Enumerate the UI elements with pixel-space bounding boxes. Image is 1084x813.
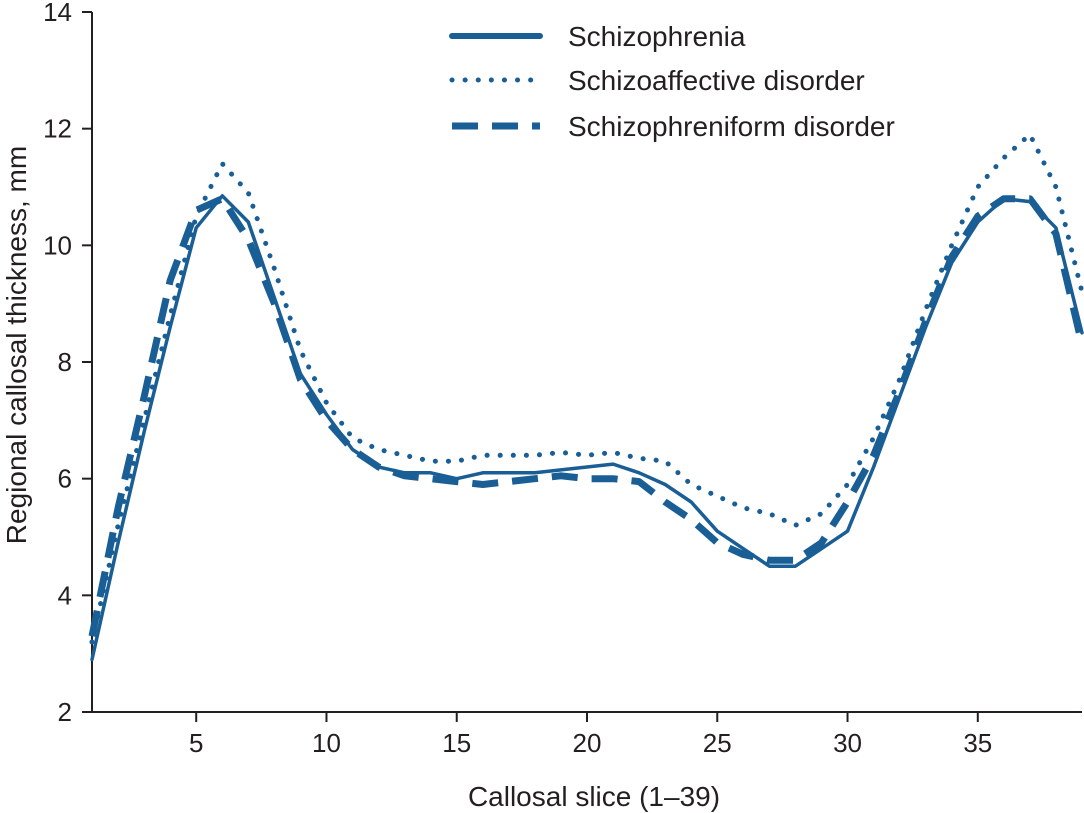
x-tick-label: 15 xyxy=(442,728,471,758)
x-tick-label: 20 xyxy=(573,728,602,758)
y-tick-label: 14 xyxy=(43,0,72,27)
y-tick-label: 10 xyxy=(43,230,72,260)
legend-label: Schizophrenia xyxy=(568,21,746,52)
series-line-schizophrenia xyxy=(90,194,1084,662)
y-tick-label: 2 xyxy=(58,697,72,727)
x-axis-title: Callosal slice (1–39) xyxy=(468,781,720,812)
y-axis-title: Regional callosal thickness, mm xyxy=(1,146,32,544)
legend-label: Schizophreniform disorder xyxy=(568,111,895,142)
x-tick-label: 10 xyxy=(312,728,341,758)
x-ticks: 5 10 15 20 25 30 35 xyxy=(189,712,992,758)
y-tick-label: 8 xyxy=(58,347,72,377)
x-tick-label: 30 xyxy=(833,728,862,758)
y-ticks: 2 4 6 8 10 12 14 xyxy=(43,0,92,727)
series-lines xyxy=(88,132,1084,662)
legend: Schizophrenia Schizoaffective disorder Sch… xyxy=(449,21,895,142)
x-tick-label: 5 xyxy=(189,728,203,758)
series-line-schizophreniform-disorder xyxy=(88,195,1084,637)
x-tick-label: 35 xyxy=(963,728,992,758)
legend-label: Schizoaffective disorder xyxy=(568,65,865,96)
y-tick-label: 6 xyxy=(58,464,72,494)
y-tick-label: 4 xyxy=(58,580,72,610)
x-tick-label: 25 xyxy=(703,728,732,758)
y-tick-label: 12 xyxy=(43,114,72,144)
series-line-schizoaffective-disorder xyxy=(89,132,1084,645)
